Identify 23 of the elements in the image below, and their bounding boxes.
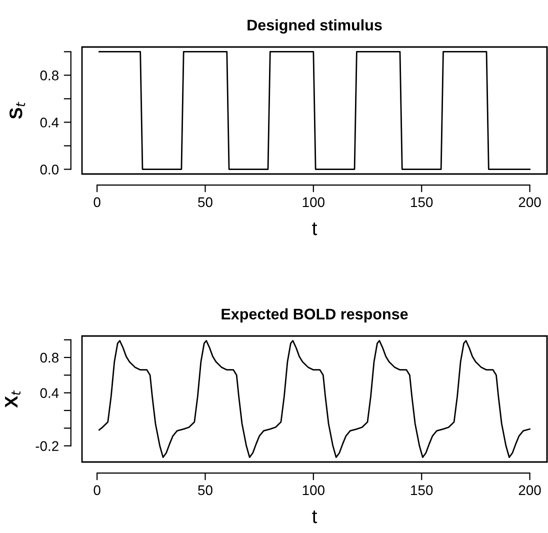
x-tick-label: 200 — [518, 197, 541, 208]
x-tick-label: 50 — [198, 197, 212, 208]
y-tick-label: -0.2 — [36, 441, 58, 451]
line-series — [98, 340, 530, 458]
x-axis-title: t — [312, 510, 318, 524]
x-tick-label: 200 — [518, 485, 541, 496]
y-tick-label: 0.8 — [40, 352, 58, 363]
y-tick-label: 0.4 — [40, 118, 59, 128]
chart-title: Designed stimulus — [248, 19, 382, 34]
x-axis-title: t — [312, 222, 318, 236]
y-axis-title: X$_{t}$ — [5, 390, 20, 408]
x-tick-label: 150 — [411, 197, 433, 208]
x-tick-label: 0 — [94, 197, 100, 208]
x-tick-label: 50 — [198, 485, 212, 496]
y-tick-label: 0.8 — [40, 70, 58, 80]
y-tick-label: 0.0 — [40, 164, 59, 174]
chart-title: Expected BOLD response — [222, 308, 408, 323]
x-tick-label: 100 — [302, 485, 324, 496]
x-tick-label: 100 — [302, 197, 324, 208]
y-tick-label: 0.4 — [40, 388, 59, 398]
x-tick-label: 150 — [411, 485, 433, 496]
x-tick-label: 0 — [94, 485, 100, 496]
y-axis-title: S$_{t}$ — [10, 102, 26, 119]
